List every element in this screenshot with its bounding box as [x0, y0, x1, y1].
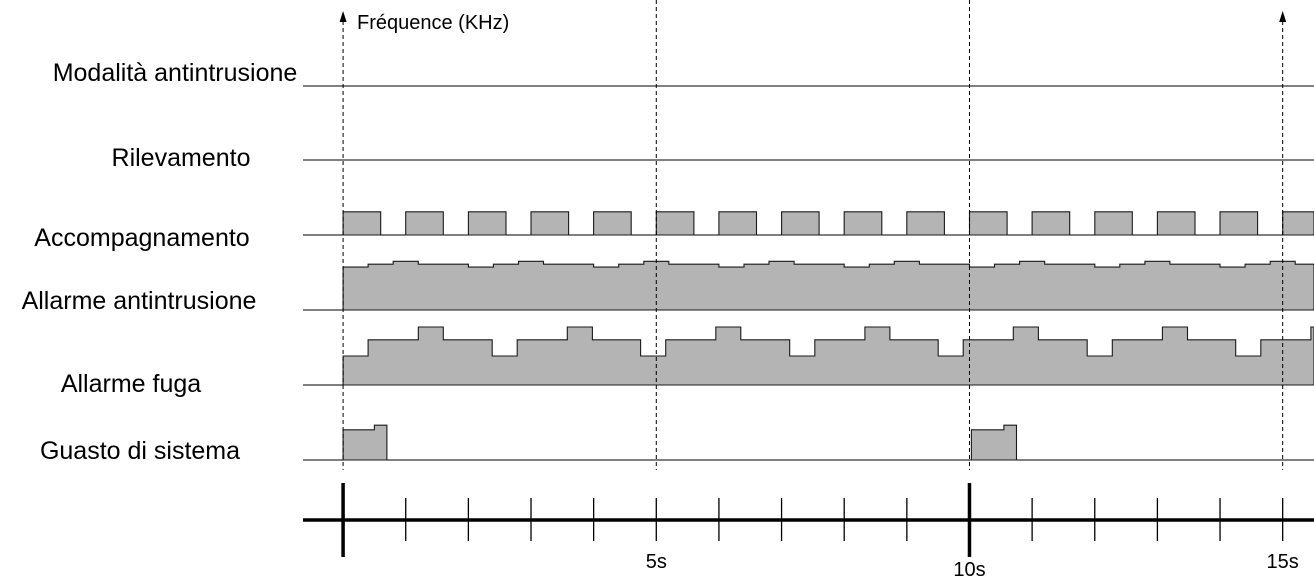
label-modalita-antintrusione: Modalità antintrusione [53, 59, 298, 87]
guasto-di-sistema-pulse [342, 424, 388, 461]
allarme-antintrusione-pulse [342, 260, 1314, 311]
accompagnamento-pulse [1094, 211, 1133, 236]
accompagnamento-pulse [906, 211, 945, 236]
signal-labels: Modalità antintrusione Rilevamento Accom… [22, 59, 298, 465]
accompagnamento-pulse [1031, 211, 1071, 236]
accompagnamento-pulse [342, 211, 382, 236]
time-axis: 5s 10s 15s [303, 483, 1314, 578]
label-guasto-di-sistema: Guasto di sistema [40, 437, 240, 465]
accompagnamento-pulse [467, 211, 507, 236]
accompagnamento-pulse [1282, 211, 1314, 236]
tick-label-15s: 15s [1267, 551, 1299, 573]
arrow-up-icon [1279, 11, 1287, 22]
accompagnamento-pulse [843, 211, 883, 236]
accompagnamento-pulse [655, 211, 695, 236]
accompagnamento-pulse [1156, 211, 1196, 236]
label-rilevamento: Rilevamento [112, 144, 251, 172]
accompagnamento-pulse [968, 211, 1008, 236]
label-allarme-antintrusione: Allarme antintrusione [22, 287, 257, 315]
accompagnamento-pulse [530, 211, 570, 236]
accompagnamento-pulse [593, 211, 632, 236]
arrow-up-icon [339, 11, 347, 22]
allarme-fuga-pulse [342, 326, 1314, 386]
label-allarme-fuga: Allarme fuga [61, 370, 201, 398]
time-markers [339, 0, 1287, 470]
label-accompagnamento: Accompagnamento [34, 224, 249, 252]
accompagnamento-pulse [1219, 211, 1259, 236]
accompagnamento-pulse [781, 211, 820, 236]
tick-label-10s: 10s [953, 559, 985, 578]
guasto-di-sistema-pulse [970, 424, 1018, 461]
accompagnamento-pulse [718, 211, 758, 236]
accompagnamento-pulse [405, 211, 444, 236]
signal-waveforms [342, 211, 1314, 461]
tick-label-5s: 5s [646, 551, 667, 573]
y-axis-label: Fréquence (KHz) [357, 12, 509, 34]
